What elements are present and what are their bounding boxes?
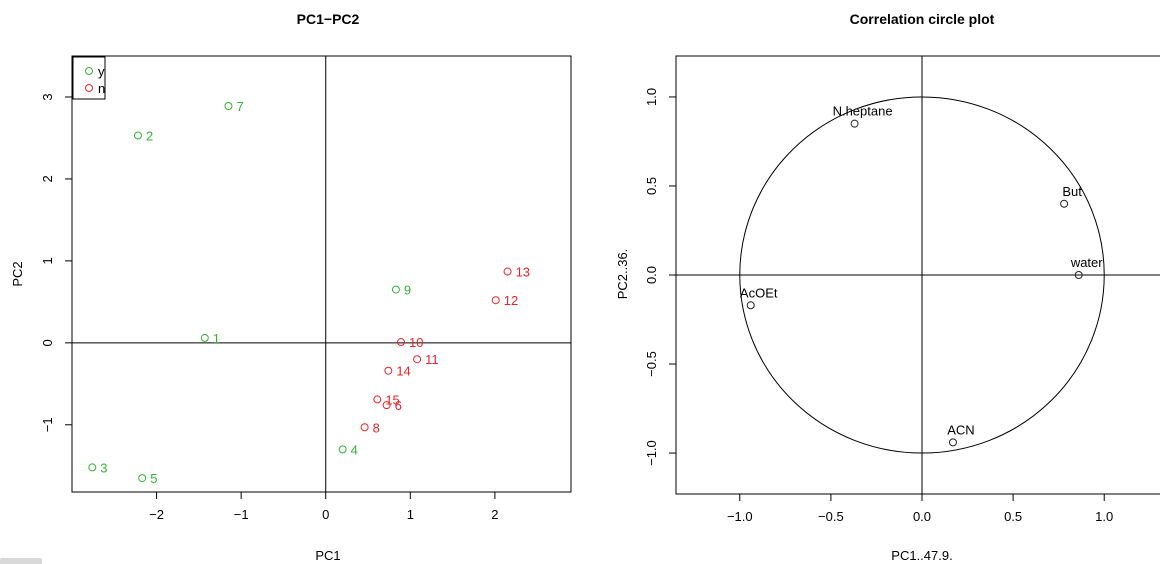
point-label: 4 xyxy=(351,442,358,457)
x-tick-label: −1 xyxy=(234,507,249,522)
data-point xyxy=(746,301,755,310)
y-tick-label: −1.0 xyxy=(644,440,659,466)
correlation-circle-plot: Correlation circle plot −1.0 −0.5 0.0 0.5 1.… xyxy=(615,11,1160,563)
x-tick-label: −0.5 xyxy=(818,509,844,524)
point-label: 8 xyxy=(373,420,380,435)
x-tick-label: 0.0 xyxy=(913,509,931,524)
point-label: 15 xyxy=(385,392,399,407)
y-tick-label: 3 xyxy=(40,93,55,100)
y-tick-label: 0 xyxy=(40,339,55,346)
data-point xyxy=(413,355,422,364)
x-tick-label: 1 xyxy=(407,507,414,522)
legend-label-y: y xyxy=(98,64,105,79)
y-tick-label: 0.5 xyxy=(644,177,659,195)
data-points: N.heptane But water AcOEt ACN xyxy=(740,104,1103,447)
y-axis-label: PC2 xyxy=(10,261,25,286)
data-point xyxy=(1060,199,1069,208)
y-tick-label: 1.0 xyxy=(644,88,659,106)
data-point xyxy=(397,338,406,347)
point-label: 1 xyxy=(213,331,220,346)
y-tick-label: −0.5 xyxy=(644,351,659,377)
data-point xyxy=(850,119,859,128)
x-tick-label: −1.0 xyxy=(727,509,753,524)
plot-frame xyxy=(71,55,572,493)
data-point xyxy=(948,438,957,447)
x-tick-label: 0 xyxy=(322,507,329,522)
data-point xyxy=(373,395,382,404)
x-tick-label: −2 xyxy=(149,507,164,522)
data-point xyxy=(1074,271,1083,279)
data-point xyxy=(503,267,512,276)
data-point xyxy=(338,445,347,454)
legend-marker-n xyxy=(85,84,93,92)
y-tick-label: 0.0 xyxy=(644,266,659,284)
data-point xyxy=(138,474,147,483)
x-axis-label: PC1..47.9. xyxy=(891,548,952,563)
data-point xyxy=(133,131,142,140)
point-label: 11 xyxy=(425,352,439,367)
data-point xyxy=(88,463,97,472)
data-point xyxy=(382,401,391,410)
point-label: 10 xyxy=(409,335,423,350)
legend-label-n: n xyxy=(98,81,105,96)
axes: −1.0 −0.5 0.0 0.5 1.0 −1.0 −0.5 0.0 0.5 1.0 xyxy=(644,56,1160,524)
point-label: AcOEt xyxy=(740,285,778,300)
data-point xyxy=(391,285,400,294)
point-label: N.heptane xyxy=(833,104,893,119)
data-point xyxy=(491,296,500,305)
point-label: 3 xyxy=(100,460,107,475)
point-label: 7 xyxy=(236,99,243,114)
y-axis-label: PC2..36. xyxy=(615,249,630,300)
x-tick-label: 0.5 xyxy=(1004,509,1022,524)
data-point xyxy=(360,423,369,432)
data-point xyxy=(224,101,233,110)
point-label: 9 xyxy=(404,283,411,298)
legend-marker-y xyxy=(85,67,93,75)
point-label: 2 xyxy=(146,128,153,143)
y-tick-label: 2 xyxy=(40,175,55,182)
point-label: 14 xyxy=(396,364,410,379)
chart-title: PC1−PC2 xyxy=(297,11,360,27)
point-label: 13 xyxy=(516,265,530,280)
point-label: water xyxy=(1070,255,1103,270)
x-tick-label: 1.0 xyxy=(1095,509,1113,524)
corner-tab xyxy=(0,558,42,564)
point-label: ACN xyxy=(947,422,974,437)
point-label: 5 xyxy=(150,471,157,486)
point-label: 6 xyxy=(395,398,402,413)
unit-circle xyxy=(739,96,1105,454)
legend: y n xyxy=(72,56,106,100)
point-label: But xyxy=(1062,184,1082,199)
data-point xyxy=(200,333,209,342)
y-tick-label: 1 xyxy=(40,257,55,264)
y-tick-label: −1 xyxy=(40,417,55,432)
x-tick-label: 2 xyxy=(491,507,498,522)
chart-title: Correlation circle plot xyxy=(850,11,995,27)
point-label: 12 xyxy=(504,293,518,308)
data-point xyxy=(384,366,393,375)
x-axis-label: PC1 xyxy=(315,548,340,563)
